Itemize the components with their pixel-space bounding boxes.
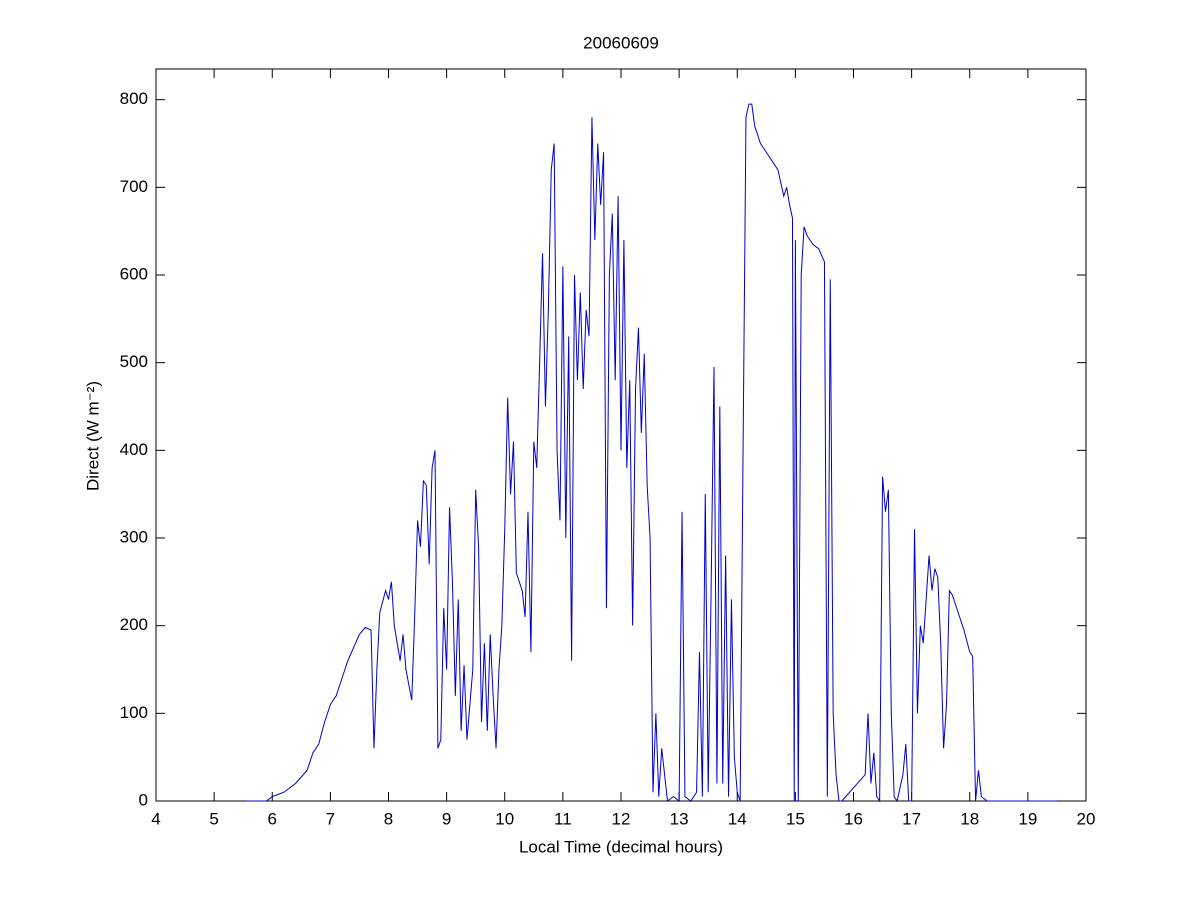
y-tick-label: 100 (120, 703, 148, 722)
y-tick-label: 200 (120, 615, 148, 634)
y-tick-label: 400 (120, 440, 148, 459)
x-tick-label: 13 (670, 809, 689, 828)
x-axis-label: Local Time (decimal hours) (519, 837, 723, 856)
x-tick-label: 10 (495, 809, 514, 828)
x-tick-label: 12 (612, 809, 631, 828)
x-tick-label: 8 (384, 809, 393, 828)
x-tick-label: 7 (326, 809, 335, 828)
x-tick-label: 11 (554, 809, 572, 828)
x-tick-label: 18 (960, 809, 979, 828)
y-axis-label: Direct (W m⁻²) (83, 381, 102, 491)
data-line (246, 103, 1057, 803)
x-tick-label: 16 (844, 809, 863, 828)
y-tick-label: 700 (120, 177, 148, 196)
x-tick-label: 6 (268, 809, 277, 828)
x-tick-label: 14 (728, 809, 747, 828)
x-tick-label: 5 (209, 809, 218, 828)
y-tick-label: 500 (120, 352, 148, 371)
y-tick-label: 0 (139, 790, 148, 809)
x-tick-label: 19 (1018, 809, 1037, 828)
x-tick-label: 17 (902, 809, 921, 828)
x-tick-label: 9 (442, 809, 451, 828)
y-tick-label: 600 (120, 264, 148, 283)
x-tick-label: 15 (786, 809, 805, 828)
x-tick-label: 4 (151, 809, 160, 828)
chart-title: 20060609 (583, 33, 659, 52)
y-tick-label: 300 (120, 527, 148, 546)
y-tick-label: 800 (120, 89, 148, 108)
x-tick-label: 20 (1077, 809, 1096, 828)
